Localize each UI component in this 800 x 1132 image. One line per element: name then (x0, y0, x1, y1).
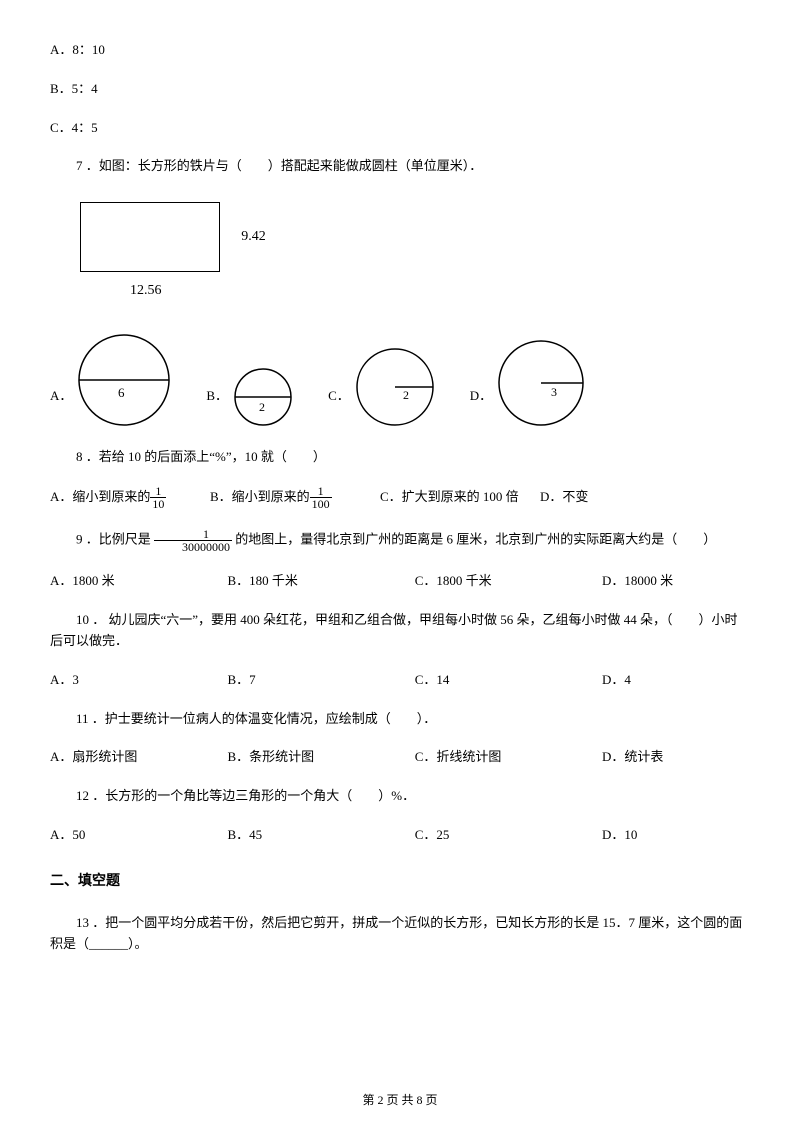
q11-option-c: C．折线统计图 (415, 747, 572, 768)
question-9: 9 ．比例尺是 130000000 的地图上，量得北京到广州的距离是 6 厘米，… (50, 528, 750, 553)
circle-b-svg: 2 (233, 367, 293, 427)
q9-option-d: D．18000 米 (602, 571, 720, 592)
option-letter: C． (328, 386, 350, 407)
section-2-title: 二、填空题 (50, 871, 750, 893)
circle-c-svg: 2 (355, 347, 435, 427)
q10-option-d: D．4 (602, 670, 720, 691)
circle-d-svg: 3 (497, 339, 585, 427)
q8-option-d: D．不变 (540, 487, 588, 508)
fraction-icon: 110 (150, 485, 166, 510)
q9-option-b: B．180 千米 (227, 571, 384, 592)
q12-option-b: B．45 (227, 825, 384, 846)
fraction-icon: 130000000 (154, 528, 232, 553)
q7-rectangle-diagram: 9.42 12.56 (80, 202, 750, 302)
option-c: C．4：5 (50, 118, 750, 139)
circle-option-a: A． 6 (50, 333, 171, 427)
q9-option-c: C．1800 千米 (415, 571, 572, 592)
circle-option-c: C． 2 (328, 347, 435, 427)
q10-option-b: B．7 (227, 670, 384, 691)
q8-option-b: B．缩小到原来的 1100 (210, 485, 380, 510)
circle-d-label: 3 (551, 385, 557, 399)
q9-option-a: A．1800 米 (50, 571, 197, 592)
q11-option-b: B．条形统计图 (227, 747, 384, 768)
rectangle-shape (80, 202, 220, 272)
q12-option-c: C．25 (415, 825, 572, 846)
q11-option-a: A．扇形统计图 (50, 747, 197, 768)
q9-suffix: 的地图上，量得北京到广州的距离是 6 厘米，北京到广州的实际距离大约是（ ） (235, 532, 716, 547)
question-13: 13 ．把一个圆平均分成若干份，然后把它剪开，拼成一个近似的长方形，已知长方形的… (50, 913, 750, 955)
option-a: A．8：10 (50, 40, 750, 61)
circle-b-label: 2 (259, 400, 265, 414)
q12-option-a: A．50 (50, 825, 197, 846)
q8-option-c: C．扩大到原来的 100 倍 (380, 487, 540, 508)
q8-options: A．缩小到原来的 110 B．缩小到原来的 1100 C．扩大到原来的 100 … (50, 485, 750, 510)
q7-circle-options: A． 6 B． 2 C． 2 D． 3 (50, 333, 750, 427)
option-letter: B． (206, 386, 228, 407)
circle-a-svg: 6 (77, 333, 171, 427)
rect-width-label: 12.56 (130, 280, 750, 302)
circle-a-label: 6 (118, 385, 125, 400)
q10-option-c: C．14 (415, 670, 572, 691)
question-12: 12 ．长方形的一个角比等边三角形的一个角大（ ）%． (50, 786, 750, 807)
q11-options: A．扇形统计图 B．条形统计图 C．折线统计图 D．统计表 (50, 747, 750, 768)
option-letter: D． (470, 386, 492, 407)
q9-options: A．1800 米 B．180 千米 C．1800 千米 D．18000 米 (50, 571, 750, 592)
q8-a-prefix: A．缩小到原来的 (50, 487, 150, 508)
q8-b-prefix: B．缩小到原来的 (210, 487, 310, 508)
fraction-icon: 1100 (310, 485, 332, 510)
q8-option-a: A．缩小到原来的 110 (50, 485, 210, 510)
circle-option-b: B． 2 (206, 367, 293, 427)
circle-option-d: D． 3 (470, 339, 585, 427)
option-letter: A． (50, 386, 72, 407)
page-footer: 第 2 页 共 8 页 (0, 1091, 800, 1110)
q11-option-d: D．统计表 (602, 747, 720, 768)
q9-prefix: 9 ．比例尺是 (76, 532, 151, 547)
question-8: 8 ．若给 10 的后面添上“%”，10 就（ ） (50, 447, 750, 468)
question-10: 10 ． 幼儿园庆“六一”，要用 400 朵红花，甲组和乙组合做，甲组每小时做 … (50, 610, 750, 652)
question-11: 11 ．护士要统计一位病人的体温变化情况，应绘制成（ ）． (50, 709, 750, 730)
question-7: 7 ．如图：长方形的铁片与（ ）搭配起来能做成圆柱（单位厘米）． (50, 156, 750, 177)
option-b: B．5：4 (50, 79, 750, 100)
q10-options: A．3 B．7 C．14 D．4 (50, 670, 750, 691)
q10-option-a: A．3 (50, 670, 197, 691)
q12-option-d: D．10 (602, 825, 720, 846)
circle-c-label: 2 (403, 388, 409, 402)
q12-options: A．50 B．45 C．25 D．10 (50, 825, 750, 846)
rect-height-label: 9.42 (241, 226, 266, 248)
